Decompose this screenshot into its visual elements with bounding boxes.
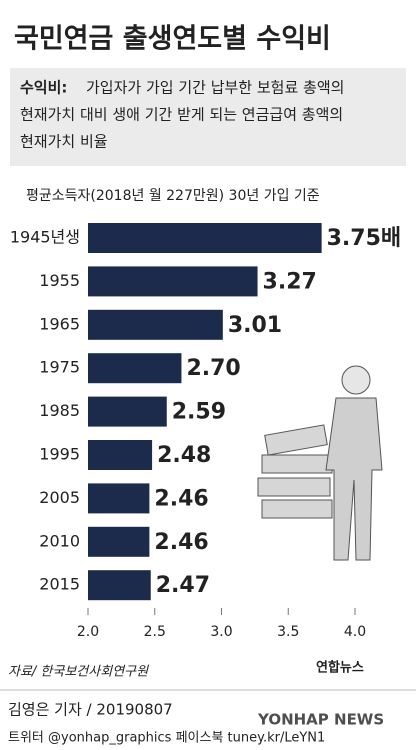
value-label: 2.70 (186, 356, 240, 381)
logo: 연합뉴스 (316, 660, 364, 676)
value-label: 2.46 (154, 486, 208, 511)
money-stack (261, 454, 333, 474)
credit: 김영은 기자 / 20190807 (8, 701, 173, 719)
chart-title: 국민연금 출생연도별 수익비 (14, 24, 331, 55)
y-tick-label: 1985 (39, 401, 80, 420)
money-stack (257, 477, 331, 497)
money-bill (264, 424, 328, 456)
money-stack (261, 499, 333, 519)
bar (88, 353, 182, 384)
illustration (257, 365, 383, 561)
value-label: 2.59 (172, 400, 226, 425)
value-label: 3.01 (228, 313, 282, 338)
y-tick-label: 1945년생 (10, 228, 80, 247)
y-tick-label: 2015 (39, 575, 80, 594)
figure-body (325, 397, 383, 561)
value-label: 3.27 (263, 269, 317, 294)
bar (88, 309, 223, 340)
social: 트위터 @yonhap_graphics 페이스북 tuney.kr/LeYN1 (8, 731, 325, 746)
value-label: 2.46 (154, 530, 208, 555)
bar (88, 526, 150, 557)
subtitle: 평균소득자(2018년 월 227만원) 30년 가입 기준 (26, 188, 320, 204)
y-tick-label: 1965 (39, 314, 80, 333)
bar (88, 440, 153, 470)
y-tick-label: 1975 (39, 358, 80, 377)
value-label: 2.47 (156, 573, 210, 598)
definition-text: 현재가치 비율 (20, 133, 108, 151)
x-tick-label: 4.0 (344, 624, 366, 640)
x-tick-label: 2.0 (77, 624, 99, 640)
y-tick-label: 2010 (39, 531, 80, 550)
y-tick-label: 1995 (39, 445, 80, 464)
definition-label: 수익비: (20, 79, 67, 97)
bar (88, 483, 150, 514)
source: 자료/ 한국보건사회연구원 (8, 665, 149, 680)
bar (88, 266, 258, 297)
y-tick-label: 2005 (39, 488, 80, 507)
x-tick-label: 3.0 (210, 624, 232, 640)
bar (88, 396, 167, 427)
definition-text: 현재가치 대비 생애 기간 받게 되는 연금급여 총액의 (20, 106, 343, 124)
watermark: YONHAP NEWS (257, 711, 384, 729)
bar (88, 570, 151, 601)
figure-head (341, 365, 371, 395)
definition-text: 가입자가 가입 기간 납부한 보험료 총액의 (86, 79, 344, 97)
value-label: 2.48 (157, 443, 211, 468)
x-tick-label: 3.5 (277, 624, 299, 640)
definition-box (10, 68, 406, 166)
y-tick-label: 1955 (39, 271, 80, 290)
value-label: 3.75배 (327, 226, 402, 251)
x-tick-label: 2.5 (144, 624, 166, 640)
bar (88, 223, 322, 253)
